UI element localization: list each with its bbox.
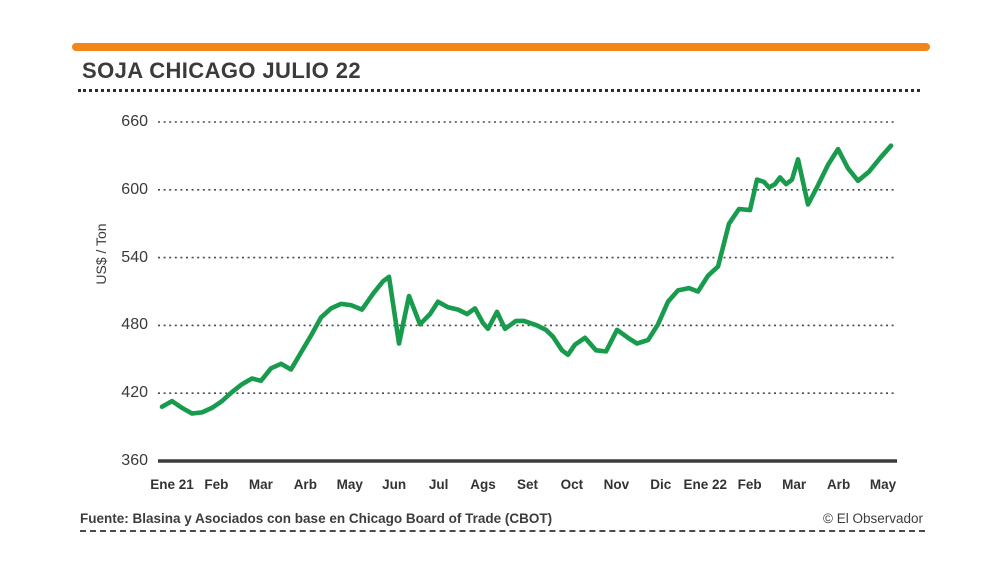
accent-bar (72, 43, 930, 51)
x-tick-label: Arb (293, 477, 317, 492)
credit-text: © El Observador (823, 511, 923, 526)
y-tick-label: 420 (121, 384, 148, 402)
y-tick-label: 480 (121, 316, 148, 334)
footer-divider (80, 530, 925, 532)
x-tick-label: Feb (737, 477, 762, 492)
y-tick-label: 540 (121, 248, 148, 266)
x-tick-label: Nov (603, 477, 630, 492)
x-tick-label: Mar (782, 477, 807, 492)
x-tick-label: Dic (650, 477, 672, 492)
y-tick-label: 600 (121, 180, 148, 198)
x-tick-label: Jun (382, 477, 407, 492)
x-tick-label: Feb (204, 477, 229, 492)
x-tick-label: May (336, 477, 363, 492)
x-tick-label: Jul (428, 477, 449, 492)
x-tick-label: Mar (248, 477, 273, 492)
x-tick-label: Ene 21 (150, 477, 194, 492)
x-tick-label: Ene 22 (683, 477, 728, 492)
y-tick-label: 660 (121, 113, 148, 130)
title-divider (78, 89, 920, 92)
price-line (159, 143, 894, 416)
x-tick-label: Oct (560, 477, 584, 492)
x-tick-label: Ags (470, 477, 496, 492)
x-tick-label: Arb (826, 477, 851, 492)
page-title: SOJA CHICAGO JULIO 22 (82, 58, 361, 83)
y-tick-label: 360 (121, 452, 148, 469)
source-text: Fuente: Blasina y Asociados con base en … (80, 511, 553, 526)
x-tick-label: Set (516, 477, 538, 492)
x-tick-label: May (869, 477, 897, 492)
